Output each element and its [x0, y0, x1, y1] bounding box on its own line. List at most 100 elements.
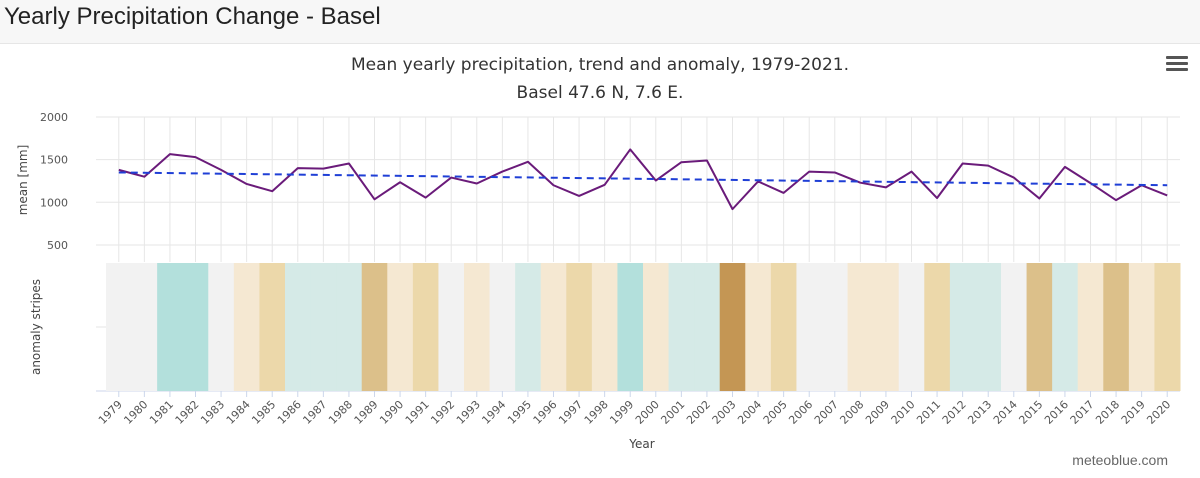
x-tick-label: 2014: [991, 398, 1020, 427]
x-tick-label: 1987: [300, 398, 329, 427]
x-tick-label: 2012: [940, 398, 969, 427]
x-tick-label: 1980: [121, 398, 150, 427]
x-axis-ticks: 1979198019811982198319841985198619871988…: [96, 391, 1173, 427]
x-tick-label: 1999: [607, 398, 636, 427]
anomaly-stripe: [796, 263, 823, 391]
anomaly-stripe: [1052, 263, 1079, 391]
x-axis-label: Year: [628, 437, 654, 451]
x-tick-label: 2020: [1144, 398, 1173, 427]
y-axis-label: mean [mm]: [16, 145, 30, 216]
anomaly-stripe: [131, 263, 158, 391]
anomaly-stripe: [1026, 263, 1053, 391]
x-tick-label: 2002: [684, 398, 713, 427]
x-tick-label: 2010: [889, 398, 918, 427]
x-tick-label: 1985: [249, 398, 278, 427]
x-tick-label: 1988: [326, 398, 355, 427]
anomaly-stripe: [873, 263, 900, 391]
anomaly-stripe: [1103, 263, 1130, 391]
y-tick-label: 2000: [40, 111, 68, 124]
x-tick-label: 2017: [1068, 398, 1097, 427]
x-tick-label: 1989: [352, 398, 381, 427]
chart-title: Mean yearly precipitation, trend and ano…: [351, 55, 849, 75]
trend-line: [118, 171, 1168, 187]
x-tick-label: 1997: [556, 398, 585, 427]
anomaly-stripe: [106, 263, 133, 391]
x-tick-label: 1984: [224, 398, 253, 427]
anomaly-stripe: [566, 263, 593, 391]
x-tick-label: 2019: [1119, 398, 1148, 427]
anomaly-stripe: [719, 263, 746, 391]
page-title: Yearly Precipitation Change - Basel: [4, 3, 381, 30]
x-tick-label: 2004: [735, 398, 764, 427]
precipitation-line: [118, 148, 1168, 211]
anomaly-stripe: [259, 263, 286, 391]
x-tick-label: 1986: [275, 398, 304, 427]
anomaly-stripe: [643, 263, 670, 391]
chart-panel: [0, 43, 1200, 478]
anomaly-stripe: [898, 263, 925, 391]
x-tick-label: 2007: [812, 398, 841, 427]
anomaly-stripe: [617, 263, 644, 391]
hamburger-menu-icon[interactable]: [1166, 56, 1188, 74]
x-tick-label: 1996: [531, 398, 560, 427]
credit-text: meteoblue.com: [1072, 452, 1168, 468]
x-tick-label: 2005: [761, 398, 790, 427]
x-tick-label: 2009: [863, 398, 892, 427]
x-tick-label: 2016: [1042, 398, 1071, 427]
anomaly-stripe: [668, 263, 695, 391]
grid-lines: [96, 116, 1180, 392]
anomaly-stripe: [489, 263, 516, 391]
x-tick-label: 1979: [96, 398, 125, 427]
anomaly-stripe: [310, 263, 337, 391]
x-tick-label: 1990: [377, 398, 406, 427]
anomaly-stripe: [540, 263, 567, 391]
anomaly-stripe: [208, 263, 235, 391]
anomaly-stripes: [106, 263, 1181, 391]
x-tick-label: 1995: [505, 398, 534, 427]
anomaly-stripe: [847, 263, 874, 391]
x-tick-label: 2006: [786, 398, 815, 427]
anomaly-stripe: [1077, 263, 1104, 391]
series-lines: [118, 148, 1168, 211]
y-tick-label: 1500: [40, 154, 68, 167]
anomaly-stripe: [336, 263, 363, 391]
anomaly-stripe: [438, 263, 465, 391]
anomaly-stripe: [182, 263, 209, 391]
anomaly-stripe: [157, 263, 184, 391]
anomaly-stripe: [1001, 263, 1028, 391]
anomaly-stripe: [464, 263, 491, 391]
x-tick-label: 1998: [582, 398, 611, 427]
x-tick-label: 2008: [837, 398, 866, 427]
anomaly-stripe: [233, 263, 260, 391]
y-axis-ticks: 500 1000 1500 2000: [40, 111, 68, 252]
x-tick-label: 2001: [658, 398, 687, 427]
anomaly-stripe: [822, 263, 849, 391]
x-tick-label: 2013: [965, 398, 994, 427]
x-tick-label: 2000: [633, 398, 662, 427]
x-tick-label: 1993: [454, 398, 483, 427]
x-tick-label: 2003: [710, 398, 739, 427]
x-tick-label: 2015: [1016, 398, 1045, 427]
anomaly-stripe: [1128, 263, 1155, 391]
x-tick-label: 1994: [479, 398, 508, 427]
x-tick-label: 1983: [198, 398, 227, 427]
chart-subtitle: Basel 47.6 N, 7.6 E.: [517, 83, 684, 103]
anomaly-stripe: [770, 263, 797, 391]
anomaly-stripe: [745, 263, 772, 391]
anomaly-stripe: [1154, 263, 1181, 391]
stripes-axis-label: anomaly stripes: [29, 279, 43, 375]
anomaly-stripe: [924, 263, 951, 391]
anomaly-stripe: [975, 263, 1002, 391]
x-tick-label: 1992: [428, 398, 457, 427]
x-tick-label: 2018: [1093, 398, 1122, 427]
anomaly-stripe: [949, 263, 976, 391]
x-tick-label: 1991: [403, 398, 432, 427]
anomaly-stripe: [387, 263, 414, 391]
anomaly-stripe: [412, 263, 439, 391]
anomaly-stripe: [591, 263, 618, 391]
x-tick-label: 2011: [914, 398, 943, 427]
x-tick-label: 1982: [173, 398, 202, 427]
y-tick-label: 500: [47, 239, 68, 252]
anomaly-stripe: [285, 263, 312, 391]
